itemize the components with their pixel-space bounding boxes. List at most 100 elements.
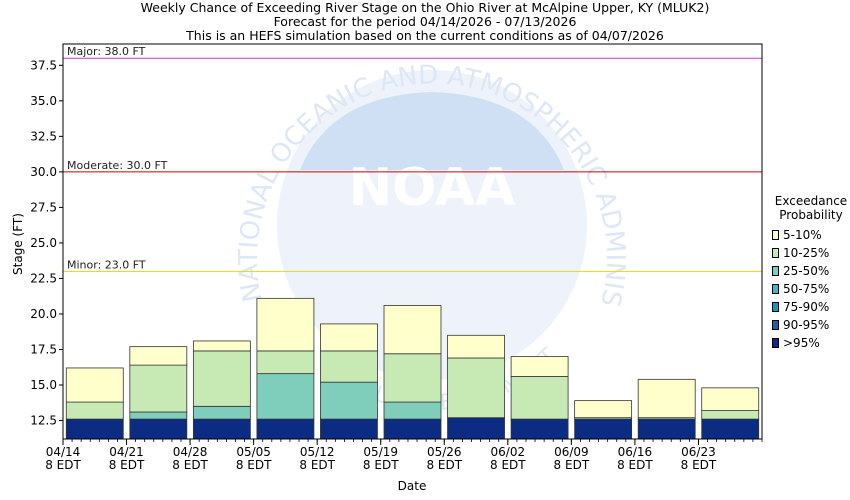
bar-segment xyxy=(129,364,188,413)
bar-segment xyxy=(383,353,442,403)
bar-segment xyxy=(129,411,188,420)
legend-label: 75-90% xyxy=(783,300,830,314)
threshold-label: Moderate: 30.0 FT xyxy=(67,159,168,172)
bar-segment xyxy=(320,418,378,440)
y-tick-label: 20.0 xyxy=(30,307,57,321)
bar-segment xyxy=(510,376,569,420)
x-tick-sublabel: 8 EDT xyxy=(681,458,717,472)
legend-title-line-2: Probability xyxy=(779,208,843,222)
x-tick-sublabel: 8 EDT xyxy=(299,458,335,472)
bar-segment xyxy=(637,378,696,419)
bar-segment xyxy=(574,400,633,419)
legend-swatch xyxy=(772,266,779,276)
chart-title-line-1: Weekly Chance of Exceeding River Stage o… xyxy=(140,0,710,15)
watermark-logo-text: NOAA xyxy=(349,158,516,218)
bar-segment xyxy=(510,418,569,440)
x-tick-label: 06/16 xyxy=(618,445,653,459)
x-tick-sublabel: 8 EDT xyxy=(109,458,145,472)
x-tick-label: 04/21 xyxy=(109,445,144,459)
legend-item: 90-95% xyxy=(772,316,850,334)
x-axis-title: Date xyxy=(398,479,427,493)
legend-swatch xyxy=(772,248,779,258)
legend-label: 5-10% xyxy=(783,228,822,242)
bar-segment xyxy=(256,350,315,375)
bar-segment xyxy=(637,418,696,440)
bar-segment xyxy=(383,401,442,420)
bar-segment xyxy=(65,401,124,420)
x-tick-sublabel: 8 EDT xyxy=(45,458,81,472)
bar-segment xyxy=(510,356,569,377)
x-tick-label: 05/26 xyxy=(427,445,462,459)
bar-segment xyxy=(701,410,760,420)
y-axis-title: Stage (FT) xyxy=(11,213,25,275)
y-tick-label: 25.0 xyxy=(30,236,57,250)
bar-segment xyxy=(383,418,442,440)
bar-segment xyxy=(447,357,505,419)
bar-segment xyxy=(447,334,505,359)
watermark-top-lobe xyxy=(300,92,564,170)
legend-swatch xyxy=(772,320,779,330)
y-tick-label: 17.5 xyxy=(30,342,57,356)
legend-title-line-1: Exceedance xyxy=(774,194,848,208)
x-tick-sublabel: 8 EDT xyxy=(363,458,399,472)
bar-segment xyxy=(320,381,378,420)
bar-segment xyxy=(192,350,251,407)
chart-axes: 12.5 15.0 17.5 20.0 22.5 25.0 27.5 30.0 32.5 35.0… xyxy=(30,43,763,472)
x-tick-sublabel: 8 EDT xyxy=(236,458,272,472)
noaa-watermark: NOAA NATIONAL OCEANIC AND ATMOSPHERIC AD… xyxy=(0,0,630,416)
legend-item: 75-90% xyxy=(772,298,850,316)
legend-label: 90-95% xyxy=(783,318,830,332)
bar-segment xyxy=(192,405,251,420)
legend-items: 5-10% 10-25% 25-50% 50-75% 75-90% 90-95% >95% xyxy=(772,226,850,352)
x-tick-sublabel: 8 EDT xyxy=(426,458,462,472)
bar-segment xyxy=(129,346,188,366)
legend-label: 10-25% xyxy=(783,246,830,260)
bar-segment xyxy=(256,418,315,440)
y-tick-label: 15.0 xyxy=(30,378,57,392)
bar-segment xyxy=(256,297,315,352)
x-tick-label: 06/23 xyxy=(681,445,716,459)
x-tick-label: 04/28 xyxy=(173,445,208,459)
legend-item: 25-50% xyxy=(772,262,850,280)
exceedance-legend: Exceedance Probability 5-10% 10-25% 25-50%… xyxy=(772,194,850,352)
chart-title-line-3: This is an HEFS simulation based on the … xyxy=(186,28,664,43)
x-tick-sublabel: 8 EDT xyxy=(617,458,653,472)
bar-segment xyxy=(383,305,442,355)
bar-segment xyxy=(65,418,124,440)
flood-threshold-lines: Major: 38.0 FT Moderate: 30.0 FT Minor: 23… xyxy=(63,45,762,272)
exceedance-bars xyxy=(65,297,760,440)
legend-title: Exceedance Probability xyxy=(772,194,850,222)
x-tick-sublabel: 8 EDT xyxy=(490,458,526,472)
legend-item: 10-25% xyxy=(772,244,850,262)
x-tick-label: 05/19 xyxy=(363,445,398,459)
bar-segment xyxy=(129,418,188,440)
y-tick-label: 37.5 xyxy=(30,58,57,72)
bar-segment xyxy=(574,418,633,440)
y-tick-label: 22.5 xyxy=(30,271,57,285)
legend-label: >95% xyxy=(783,336,820,350)
bar-segment xyxy=(256,373,315,420)
x-tick-label: 05/05 xyxy=(236,445,271,459)
x-tick-sublabel: 8 EDT xyxy=(554,458,590,472)
legend-label: 50-75% xyxy=(783,282,830,296)
legend-item: 50-75% xyxy=(772,280,850,298)
bar-segment xyxy=(701,418,760,440)
legend-swatch xyxy=(772,284,779,294)
x-tick-label: 06/09 xyxy=(554,445,589,459)
bar-segment xyxy=(320,323,378,352)
y-tick-label: 27.5 xyxy=(30,200,57,214)
chart-title-line-2: Forecast for the period 04/14/2026 - 07/… xyxy=(273,14,577,29)
threshold-label: Major: 38.0 FT xyxy=(67,45,146,58)
x-tick-label: 04/14 xyxy=(46,445,81,459)
y-tick-label: 12.5 xyxy=(30,414,57,428)
y-tick-label: 35.0 xyxy=(30,94,57,108)
legend-swatch xyxy=(772,230,779,240)
legend-label: 25-50% xyxy=(783,264,830,278)
legend-item: >95% xyxy=(772,334,850,352)
bar-segment xyxy=(320,350,378,383)
y-tick-label: 32.5 xyxy=(30,129,57,143)
bar-segment xyxy=(192,418,251,440)
legend-swatch xyxy=(772,338,779,348)
x-tick-label: 06/02 xyxy=(491,445,526,459)
